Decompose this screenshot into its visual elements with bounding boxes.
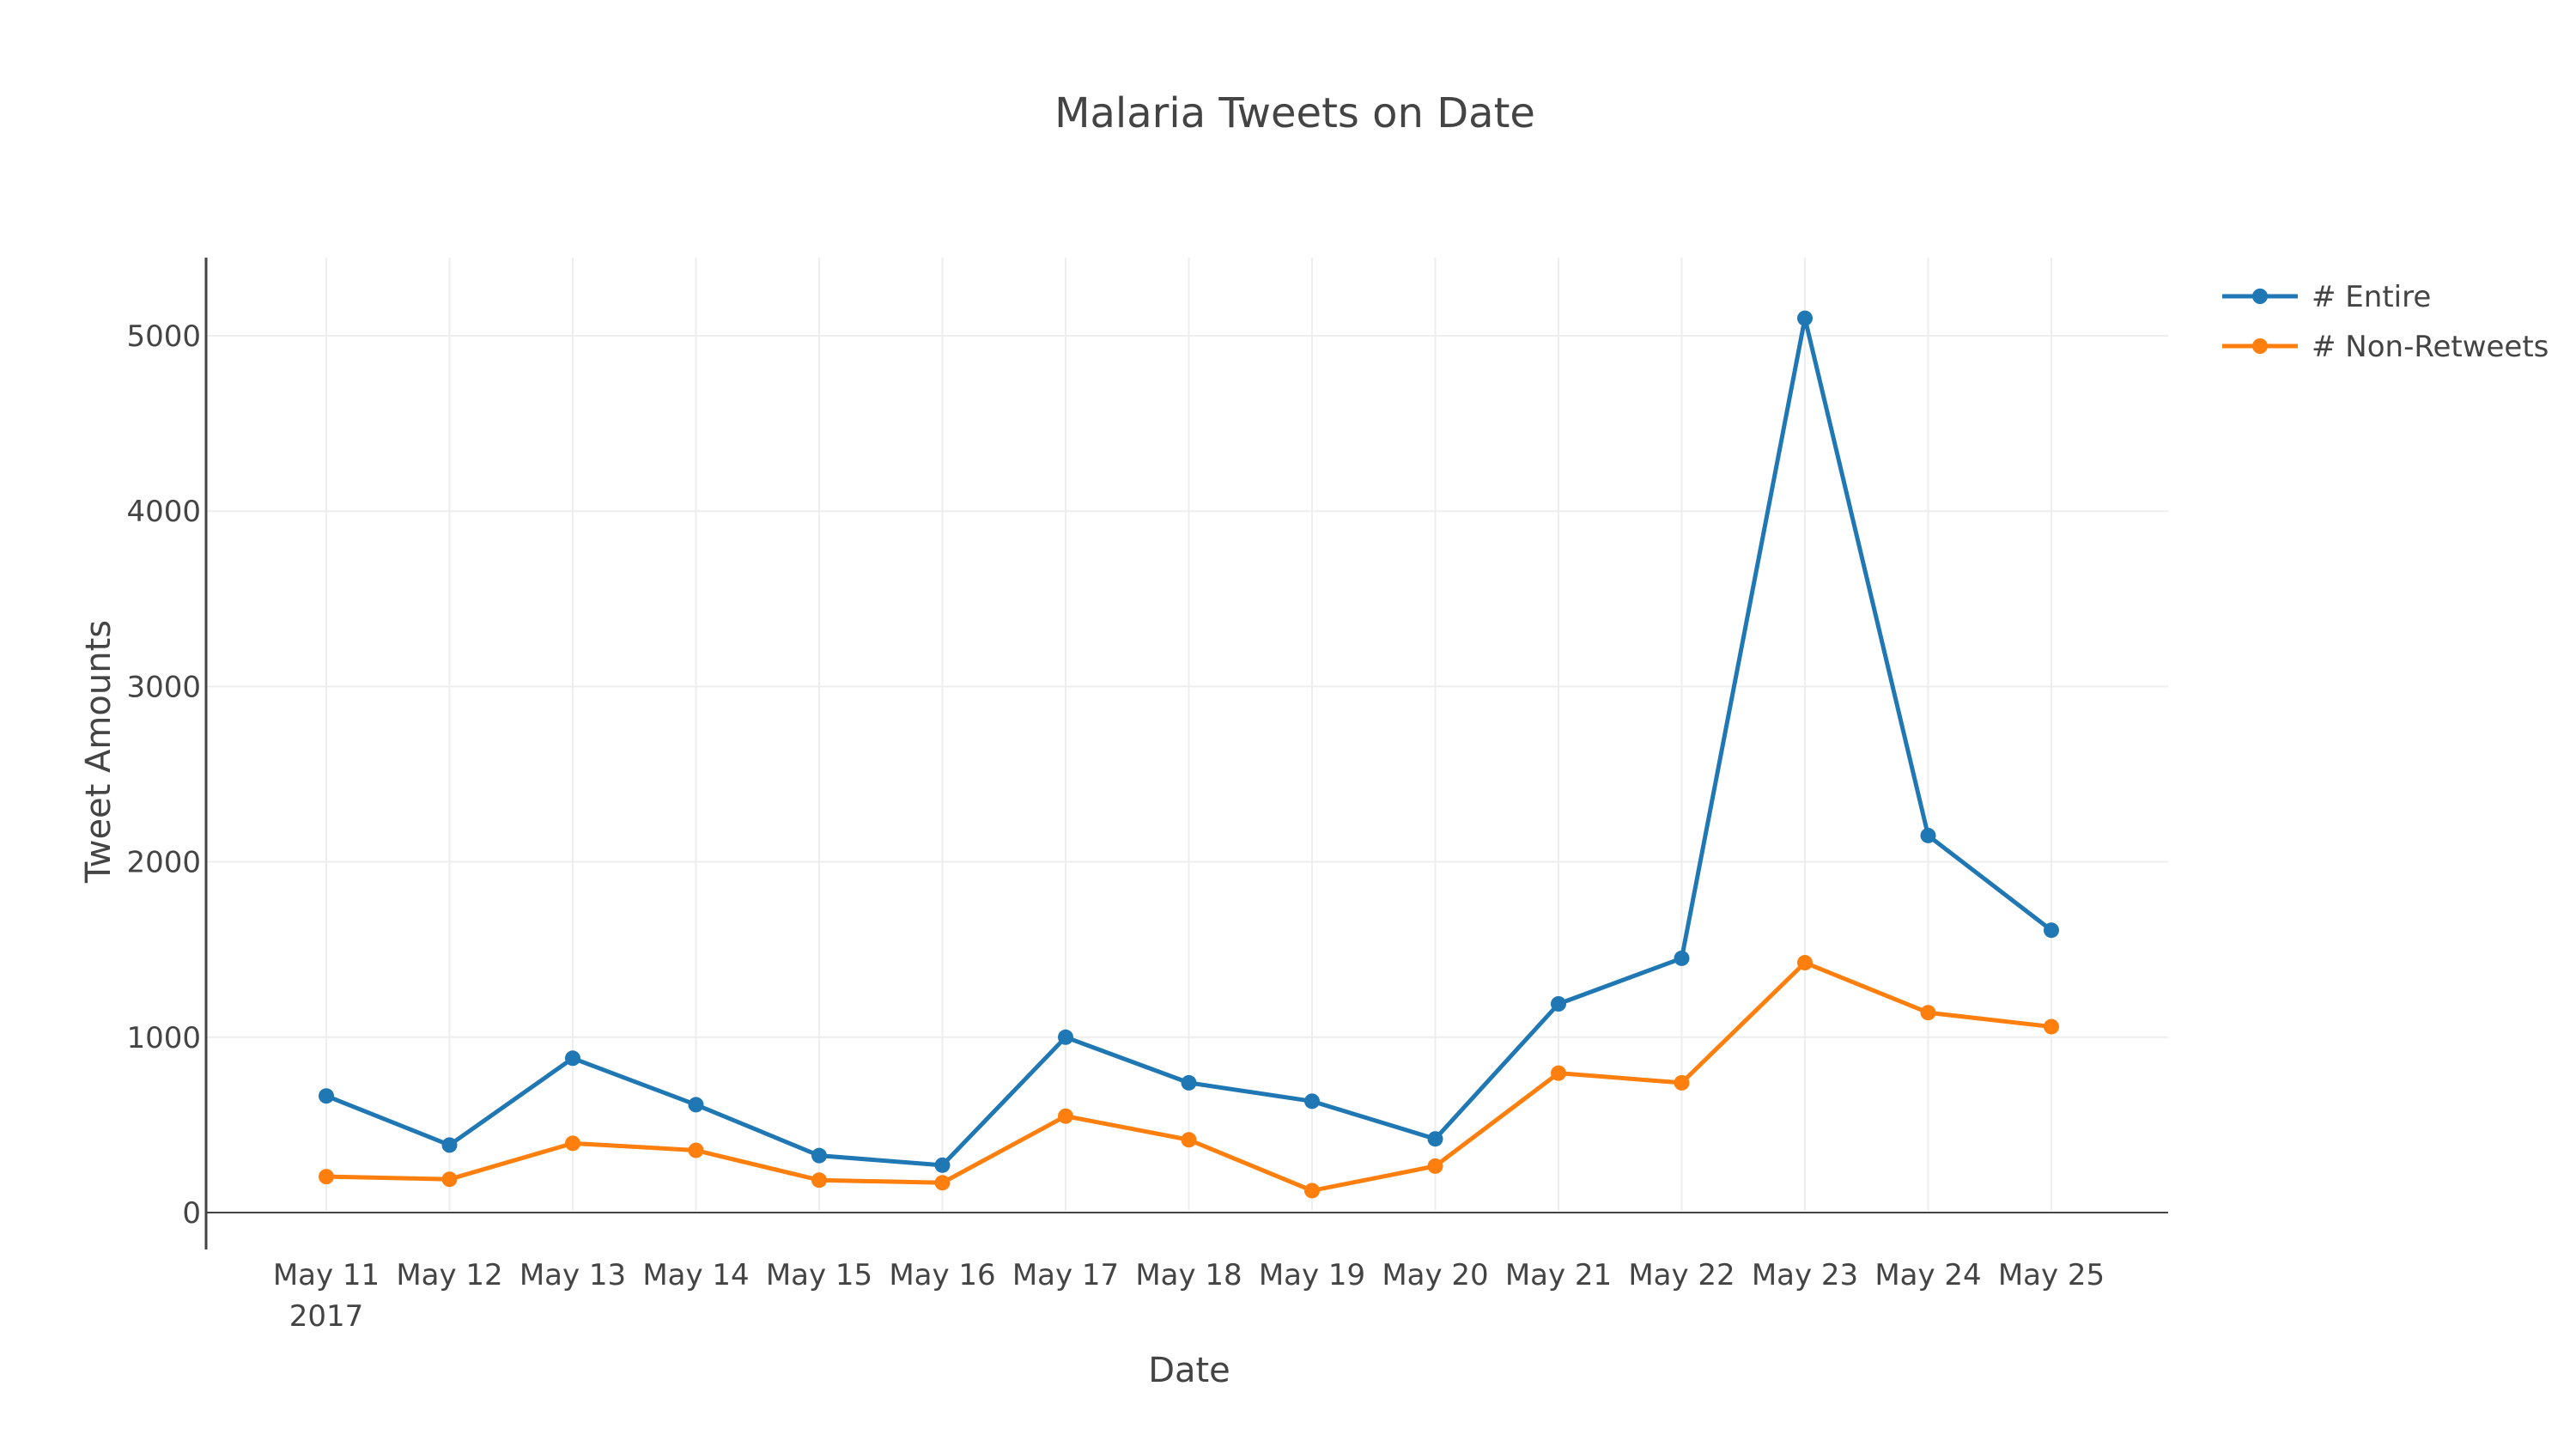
x-tick-year-label: 2017 (289, 1299, 364, 1334)
data-point[interactable] (811, 1172, 827, 1189)
y-tick-label: 4000 (126, 495, 201, 529)
y-tick-label: 3000 (126, 670, 201, 704)
y-tick-label: 0 (182, 1196, 201, 1231)
data-point[interactable] (565, 1135, 580, 1152)
data-point[interactable] (2044, 922, 2059, 939)
data-point[interactable] (1427, 1131, 1443, 1147)
data-point[interactable] (1058, 1108, 1073, 1124)
x-tick-label: May 16 (889, 1258, 995, 1292)
data-point[interactable] (1674, 1074, 1690, 1091)
data-point[interactable] (811, 1147, 827, 1164)
legend-label: # Non-Retweets (2312, 330, 2549, 364)
data-point[interactable] (934, 1157, 951, 1173)
legend-item[interactable]: # Entire (2222, 280, 2431, 314)
data-point[interactable] (934, 1175, 951, 1191)
legend-marker (2252, 338, 2268, 354)
x-tick-label: May 23 (1752, 1258, 1858, 1292)
x-tick-label: May 25 (1998, 1258, 2105, 1292)
data-point[interactable] (1674, 950, 1690, 966)
x-tick-label: May 24 (1874, 1258, 1981, 1292)
y-tick-label: 5000 (126, 319, 201, 354)
x-tick-label: May 19 (1259, 1258, 1365, 1292)
data-point[interactable] (441, 1171, 458, 1188)
legend-marker (2252, 289, 2268, 304)
series-1 (319, 310, 2059, 1173)
legend[interactable]: # Entire # Non-Retweets (2222, 280, 2549, 364)
data-point[interactable] (1797, 310, 1813, 326)
x-tick-label: May 13 (519, 1258, 626, 1292)
x-tick-label: May 18 (1135, 1258, 1242, 1292)
x-tick-label: May 22 (1628, 1258, 1735, 1292)
legend-item[interactable]: # Non-Retweets (2222, 330, 2549, 364)
data-point[interactable] (319, 1088, 334, 1104)
series-2 (319, 955, 2059, 1199)
x-tick-label: May 14 (642, 1258, 749, 1292)
data-point[interactable] (1304, 1183, 1320, 1199)
data-point[interactable] (1181, 1074, 1197, 1091)
data-point[interactable] (688, 1097, 704, 1113)
y-axis-title: Tweet Amounts (79, 620, 118, 884)
x-tick-label: May 17 (1012, 1258, 1119, 1292)
y-tick-label: 2000 (126, 846, 201, 880)
chart-title: Malaria Tweets on Date (1054, 89, 1535, 137)
data-point[interactable] (319, 1169, 334, 1185)
data-point[interactable] (1551, 1065, 1566, 1081)
data-point[interactable] (1427, 1158, 1443, 1174)
axis-layer: May 11 2017 May 12 May 13 May 14 May 15 May 16… (126, 258, 2168, 1334)
y-tick-label: 1000 (126, 1021, 201, 1055)
legend-label: # Entire (2312, 280, 2431, 314)
x-tick-label: May 11 (273, 1258, 380, 1292)
grid-layer (206, 258, 2168, 1211)
x-tick-label: May 20 (1382, 1258, 1488, 1292)
x-tick-label: May 12 (396, 1258, 502, 1292)
x-tick-label: May 15 (766, 1258, 872, 1292)
data-point[interactable] (1920, 827, 1936, 843)
data-point[interactable] (1551, 996, 1566, 1012)
x-tick-label: May 21 (1505, 1258, 1612, 1292)
data-point[interactable] (1304, 1093, 1320, 1110)
data-point[interactable] (565, 1050, 580, 1067)
series-layer (319, 310, 2059, 1199)
x-axis-title: Date (1148, 1351, 1230, 1390)
data-point[interactable] (441, 1137, 458, 1153)
data-point[interactable] (1181, 1132, 1197, 1148)
data-point[interactable] (688, 1142, 704, 1158)
data-point[interactable] (1058, 1029, 1073, 1045)
data-point[interactable] (2044, 1018, 2059, 1035)
data-point[interactable] (1797, 955, 1813, 971)
data-point[interactable] (1920, 1005, 1936, 1021)
